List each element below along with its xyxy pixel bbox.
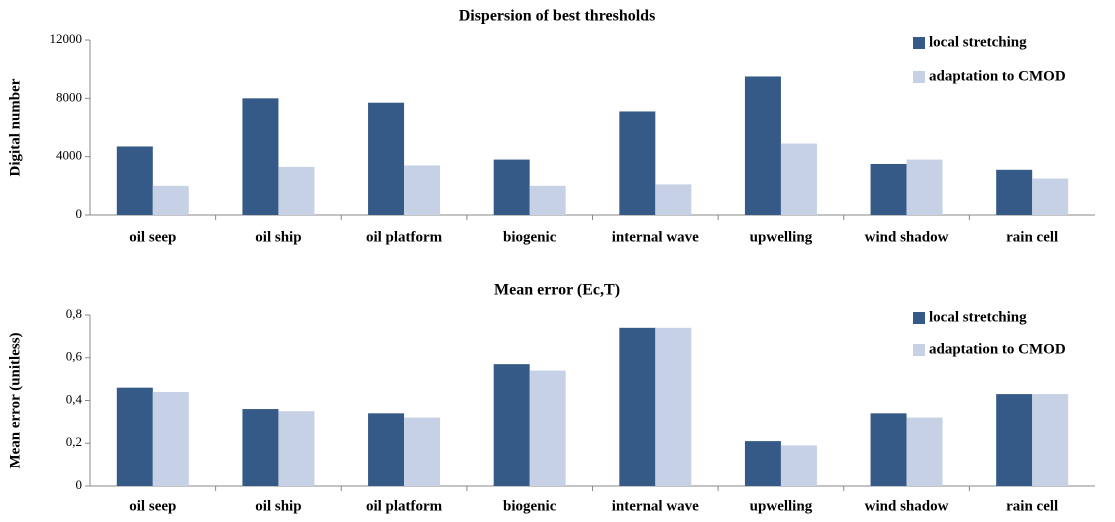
bar [906,417,943,486]
bar [780,143,817,215]
y-tick-label: 0,2 [66,434,82,449]
bar [278,411,315,486]
bar [404,165,441,215]
x-tick-label: oil seep [129,498,176,514]
y-tick-label: 12000 [50,31,83,46]
x-tick-label: rain cell [1006,498,1058,514]
bar [1032,178,1069,215]
bar [529,370,566,486]
x-tick-label: upwelling [750,229,813,245]
x-tick-label: internal wave [612,229,699,245]
bar [529,185,566,215]
bar [242,409,279,486]
chart-title: Mean error (Ec,T) [494,282,620,299]
bar [996,169,1033,215]
y-tick-label: 8000 [56,89,82,104]
bar [368,102,405,215]
bar [655,184,692,215]
bar [906,159,943,215]
x-tick-label: oil ship [255,229,301,245]
x-tick-label: biogenic [503,498,557,514]
bar [619,111,656,215]
y-tick-label: 0 [76,477,83,492]
legend-label: local stretching [929,309,1027,325]
bar [242,98,279,215]
bar [1032,394,1069,486]
bar [404,417,441,486]
x-tick-label: wind shadow [865,498,949,514]
x-tick-label: biogenic [503,229,557,245]
bar [870,163,907,215]
bar [655,327,692,486]
bar [493,364,530,486]
legend-swatch [913,37,925,49]
bar [368,413,405,486]
y-axis-label: Mean error (unitless) [7,332,23,468]
bar [870,413,907,486]
x-tick-label: upwelling [750,498,813,514]
bar [116,146,153,215]
x-tick-label: rain cell [1006,229,1058,245]
x-tick-label: oil platform [366,498,443,514]
legend-label: adaptation to CMOD [929,341,1066,357]
x-tick-label: internal wave [612,498,699,514]
x-tick-label: wind shadow [865,229,949,245]
bar [152,185,189,215]
y-tick-label: 0,6 [66,349,83,364]
bar [152,391,189,486]
bar [116,387,153,486]
legend-swatch [913,71,925,83]
bar [744,441,781,486]
legend-swatch [913,312,925,324]
bar [493,159,530,215]
y-tick-label: 0 [76,206,83,221]
bar [744,76,781,215]
bar [619,327,656,486]
x-tick-label: oil platform [366,229,443,245]
bar [278,166,315,215]
bar [780,445,817,486]
y-tick-label: 0,8 [66,306,82,321]
y-tick-label: 4000 [56,148,82,163]
y-axis-label: Digital number [7,78,23,176]
x-tick-label: oil seep [129,229,176,245]
bar [996,394,1033,486]
legend-swatch [913,344,925,356]
chart-title: Dispersion of best thresholds [459,8,656,25]
x-tick-label: oil ship [255,498,301,514]
y-tick-label: 0,4 [66,391,83,406]
legend-label: adaptation to CMOD [929,68,1066,84]
legend-label: local stretching [929,34,1027,50]
